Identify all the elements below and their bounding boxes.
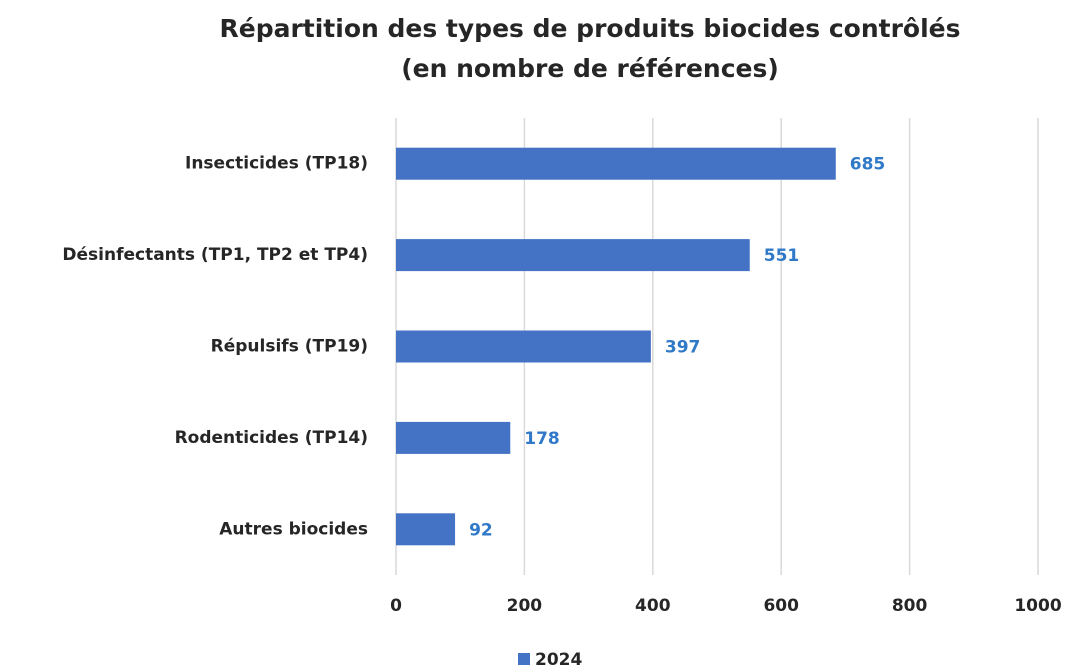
x-tick-label: 800 (892, 596, 928, 616)
value-label: 685 (850, 155, 886, 175)
x-tick-label: 200 (507, 596, 543, 616)
x-tick-label: 400 (635, 596, 671, 616)
y-tick-label: Insecticides (TP18) (185, 154, 368, 174)
bar (396, 513, 456, 546)
chart-title: Répartition des types de produits biocid… (219, 14, 960, 43)
bar (396, 421, 511, 454)
value-label: 397 (665, 338, 701, 358)
x-tick-label: 0 (390, 596, 402, 616)
value-label: 92 (469, 520, 493, 540)
legend-label: 2024 (535, 650, 582, 670)
bar (396, 330, 651, 363)
y-tick-label: Répulsifs (TP19) (211, 337, 368, 357)
value-label: 178 (524, 429, 560, 449)
y-tick-label: Rodenticides (TP14) (175, 428, 368, 448)
x-tick-label: 1000 (1014, 596, 1061, 616)
legend-swatch (518, 653, 530, 665)
bar (396, 239, 750, 272)
y-tick-label: Autres biocides (219, 519, 368, 539)
value-label: 551 (764, 246, 800, 266)
y-tick-label: Désinfectants (TP1, TP2 et TP4) (62, 245, 368, 265)
chart-subtitle: (en nombre de références) (401, 54, 779, 83)
bar (396, 147, 836, 180)
x-tick-label: 600 (763, 596, 799, 616)
